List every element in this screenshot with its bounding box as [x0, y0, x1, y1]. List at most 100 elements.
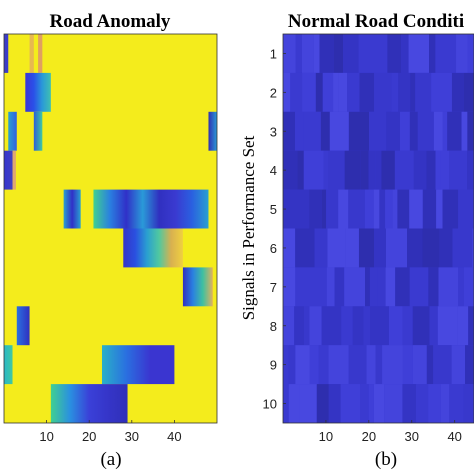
signal-cell	[426, 345, 434, 385]
panel-b-y-axis-label: Signals in Performance Set	[239, 135, 258, 320]
signal-cell	[301, 34, 314, 73]
x-tick-label: 30	[405, 429, 419, 444]
signal-cell	[386, 228, 408, 268]
signal-cell	[315, 72, 323, 112]
signal-cell	[472, 228, 474, 268]
panel-a-caption: (a)	[100, 449, 121, 470]
signal-cell	[428, 267, 439, 307]
signal-cell	[402, 345, 413, 385]
signal-cell	[442, 111, 448, 151]
signal-cell	[409, 111, 418, 151]
signal-cell	[359, 72, 375, 112]
signal-cell	[407, 228, 423, 268]
signal-cell	[358, 34, 372, 73]
anomaly-segment	[8, 111, 17, 151]
signal-cell	[397, 189, 410, 229]
signal-cell	[458, 267, 464, 307]
anomaly-segment	[4, 150, 13, 190]
anomaly-segment	[33, 111, 43, 151]
signal-cell	[373, 189, 380, 229]
signal-cell	[401, 34, 409, 73]
signal-cell	[375, 150, 382, 190]
signal-cell	[428, 384, 441, 423]
signal-cell	[343, 34, 359, 73]
signal-cell	[369, 111, 387, 151]
signal-cell	[461, 111, 468, 151]
x-tick-label: 20	[82, 429, 96, 444]
panel-b-heatmap	[282, 33, 474, 424]
signal-cell	[402, 306, 413, 346]
signal-cell	[433, 111, 443, 151]
anomaly-segment	[4, 345, 13, 385]
signal-cell	[447, 111, 462, 151]
signal-cell	[283, 267, 296, 307]
signal-cell	[283, 150, 298, 190]
signal-cell	[303, 111, 321, 151]
signal-cell	[440, 384, 450, 423]
anomaly-segment	[16, 306, 30, 346]
signal-cell	[456, 34, 468, 73]
signal-cell	[402, 384, 417, 423]
signal-cell	[382, 345, 403, 385]
signal-cell	[451, 345, 466, 385]
signal-cell	[431, 72, 452, 112]
signal-cell	[348, 189, 365, 229]
panel-a-frame	[3, 33, 218, 424]
signal-cell	[458, 189, 474, 229]
signal-cell	[303, 150, 324, 190]
x-tick-label: 10	[319, 429, 333, 444]
signal-cell	[365, 267, 370, 307]
panel-b-y-tick-labels: 1 2 3 4 5 6 7 8 9 10	[263, 46, 286, 412]
panel-b-title: Normal Road Conditi	[288, 11, 464, 32]
signal-cell	[316, 384, 329, 423]
signal-cell	[412, 306, 430, 346]
signal-cell	[435, 34, 457, 73]
signal-cell	[433, 345, 452, 385]
signal-cell	[363, 306, 371, 346]
signal-cell	[368, 150, 376, 190]
signal-cell	[345, 228, 359, 268]
signal-cell	[310, 267, 327, 307]
signal-cell	[352, 306, 364, 346]
panel-a-title: Road Anomaly	[50, 11, 171, 32]
y-tick-label: 6	[270, 241, 277, 256]
anomaly-segment	[123, 228, 183, 268]
signal-cell	[314, 228, 328, 268]
signal-cell	[360, 150, 369, 190]
signal-cell	[366, 345, 376, 385]
signal-cell	[288, 384, 300, 423]
anomaly-segment	[50, 384, 128, 423]
signal-cell	[385, 267, 396, 307]
signal-cell	[437, 306, 458, 346]
signal-cell	[409, 189, 423, 229]
signal-cell	[369, 267, 378, 307]
signal-cell	[299, 384, 317, 423]
anomaly-segment	[25, 72, 51, 112]
signal-cell	[381, 150, 395, 190]
panel-b-caption: (b)	[375, 449, 397, 470]
x-tick-label: 30	[125, 429, 139, 444]
anomaly-segment	[101, 345, 175, 385]
x-tick-label: 10	[39, 429, 53, 444]
signal-cell	[309, 189, 322, 229]
signal-cell	[375, 345, 383, 385]
signal-cell	[463, 384, 474, 423]
signal-cell	[415, 72, 432, 112]
y-tick-label: 10	[263, 397, 277, 412]
signal-cell	[416, 384, 429, 423]
signal-cell	[452, 228, 473, 268]
signal-cell	[313, 34, 320, 73]
signal-cell	[413, 150, 427, 190]
signal-cell	[463, 72, 474, 112]
signal-cell	[394, 150, 414, 190]
signal-cell	[400, 111, 410, 151]
x-tick-label: 20	[362, 429, 376, 444]
signal-cell	[371, 34, 388, 73]
signal-cell	[338, 189, 349, 229]
signal-cell	[302, 72, 316, 112]
signal-cell	[467, 111, 474, 151]
signal-cell	[320, 111, 330, 151]
signal-cell	[344, 267, 366, 307]
signal-cell	[321, 189, 327, 229]
